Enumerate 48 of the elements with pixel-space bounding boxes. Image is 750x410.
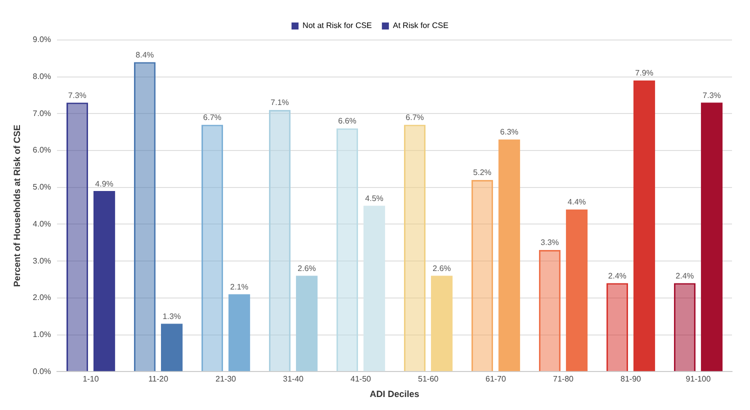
y-tick-label: 1.0% <box>32 330 52 339</box>
data-label: 6.3% <box>500 128 518 137</box>
data-label: 4.9% <box>95 179 114 188</box>
y-tick-label: 2.0% <box>32 293 52 302</box>
y-axis-title: Percent of Households at Risk of CSE <box>12 124 22 287</box>
data-label: 7.3% <box>702 90 721 100</box>
x-tick-label: 21-30 <box>216 374 237 384</box>
y-tick-label: 6.0% <box>32 146 52 155</box>
data-label: 4.4% <box>568 198 586 207</box>
y-tick-label: 7.0% <box>32 108 52 118</box>
x-tick-label: 81-90 <box>620 374 642 384</box>
data-label: 7.9% <box>635 68 654 78</box>
data-label: 2.4% <box>608 271 626 280</box>
data-label: 8.4% <box>136 50 154 60</box>
data-label: 7.1% <box>270 98 289 108</box>
data-label: 4.5% <box>365 194 384 204</box>
x-tick-label: 51-60 <box>418 374 440 384</box>
data-label: 2.1% <box>230 282 248 292</box>
legend-label: Not at Risk for CSE <box>302 21 372 30</box>
bar <box>336 128 358 372</box>
data-label: 6.6% <box>338 116 356 126</box>
bar <box>430 276 453 372</box>
data-label: 6.7% <box>203 112 222 122</box>
y-tick-label: 9.0% <box>32 35 52 44</box>
bar <box>404 124 426 372</box>
x-tick-label: 11-20 <box>148 374 169 384</box>
data-label: 3.3% <box>540 238 559 248</box>
data-label: 1.3% <box>162 312 181 321</box>
data-label: 7.3% <box>68 90 86 100</box>
data-label: 2.4% <box>676 271 694 280</box>
x-tick-label: 41-50 <box>350 374 372 384</box>
x-tick-label: 31-40 <box>283 374 304 384</box>
data-label: 5.2% <box>473 168 492 178</box>
y-tick-label: 0.0% <box>32 366 52 376</box>
x-tick-label: 91-100 <box>686 374 712 384</box>
x-tick-label: 1-10 <box>82 374 100 384</box>
data-label: 6.7% <box>406 112 424 122</box>
data-label: 2.6% <box>298 264 316 274</box>
x-tick-label: 61-70 <box>486 374 507 384</box>
data-label: 2.6% <box>432 264 451 274</box>
y-tick-label: 5.0% <box>32 182 52 192</box>
x-tick-label: 71-80 <box>553 374 574 384</box>
legend-label: At Risk for CSE <box>392 21 448 30</box>
bar <box>363 206 386 372</box>
y-tick-label: 8.0% <box>32 72 52 82</box>
y-tick-label: 3.0% <box>32 256 52 266</box>
y-tick-label: 4.0% <box>32 219 52 228</box>
x-axis-title: ADI Deciles <box>370 389 420 400</box>
